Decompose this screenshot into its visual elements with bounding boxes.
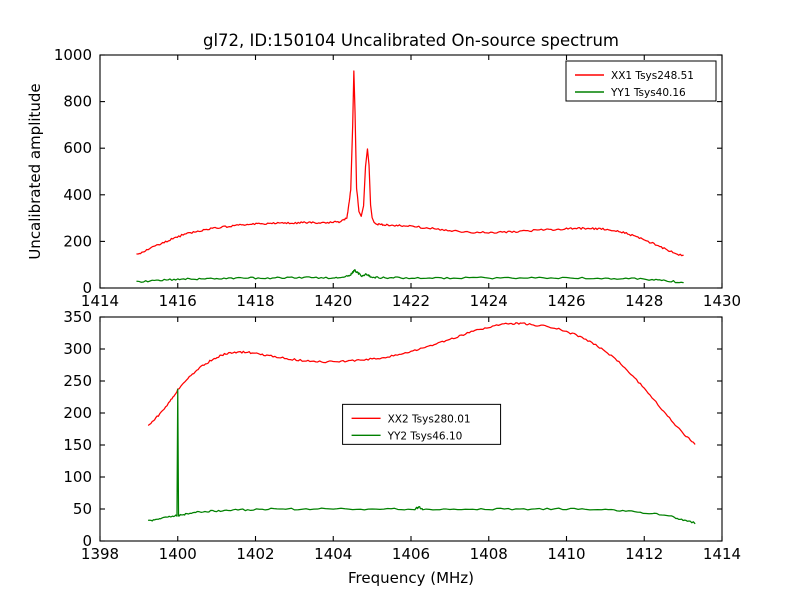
xtick-label: 1412 <box>625 545 663 563</box>
ytick-label: 0 <box>82 532 92 550</box>
xtick-label: 1398 <box>81 545 119 563</box>
xtick-label: 1414 <box>81 292 119 310</box>
xtick-label: 1418 <box>236 292 274 310</box>
legend-label: XX1 Tsys248.51 <box>611 70 694 82</box>
ytick-label: 800 <box>63 93 92 111</box>
legend-bottom[interactable]: XX2 Tsys280.01 YY2 Tsys46.10 <box>342 403 502 445</box>
xtick-label: 1402 <box>236 545 274 563</box>
xtick-label: 1408 <box>470 545 508 563</box>
ytick-label: 50 <box>73 500 92 518</box>
xtick-label: 1426 <box>547 292 585 310</box>
xtick-label: 1410 <box>547 545 585 563</box>
ytick-label: 350 <box>63 308 92 326</box>
series-line-xx2 <box>147 322 696 445</box>
legend-label: YY2 Tsys46.10 <box>387 430 463 442</box>
legend-box <box>342 403 502 445</box>
ytick-label: 200 <box>63 232 92 250</box>
xtick-label: 1428 <box>625 292 663 310</box>
xtick-label: 1420 <box>314 292 352 310</box>
panel-top: 1414 1416 1418 1420 1422 1424 1426 1428 1430 0 200… <box>26 46 741 310</box>
xtick-label: 1406 <box>392 545 430 563</box>
series-line-yy2 <box>147 388 696 525</box>
y-axis-label: Uncalibrated amplitude <box>26 83 44 259</box>
xtick-label: 1400 <box>159 545 197 563</box>
xtick-label: 1404 <box>314 545 352 563</box>
xtick-label: 1414 <box>703 545 741 563</box>
xtick-label: 1424 <box>470 292 508 310</box>
xtick-label: 1422 <box>392 292 430 310</box>
ytick-label: 1000 <box>54 46 92 64</box>
series-line-xx1 <box>136 70 684 257</box>
ytick-label: 0 <box>82 279 92 297</box>
ytick-label: 300 <box>63 340 92 358</box>
ytick-label: 250 <box>63 372 92 390</box>
legend-label: YY1 Tsys40.16 <box>610 87 686 99</box>
panel-bottom: 1398 1400 1402 1404 1406 1408 1410 1412 1414 0 50 1… <box>63 308 741 587</box>
legend-label: XX2 Tsys280.01 <box>388 413 471 425</box>
figure-title: gl72, ID:150104 Uncalibrated On-source s… <box>203 31 619 50</box>
ytick-label: 600 <box>63 139 92 157</box>
ytick-label: 100 <box>63 468 92 486</box>
series-line-yy1 <box>136 269 684 284</box>
legend-box <box>565 60 717 102</box>
xtick-label: 1416 <box>159 292 197 310</box>
ytick-label: 150 <box>63 436 92 454</box>
legend-top[interactable]: XX1 Tsys248.51 YY1 Tsys40.16 <box>565 60 717 102</box>
ytick-label: 400 <box>63 186 92 204</box>
xtick-label: 1430 <box>703 292 741 310</box>
ytick-label: 200 <box>63 404 92 422</box>
x-axis-label: Frequency (MHz) <box>348 569 474 587</box>
